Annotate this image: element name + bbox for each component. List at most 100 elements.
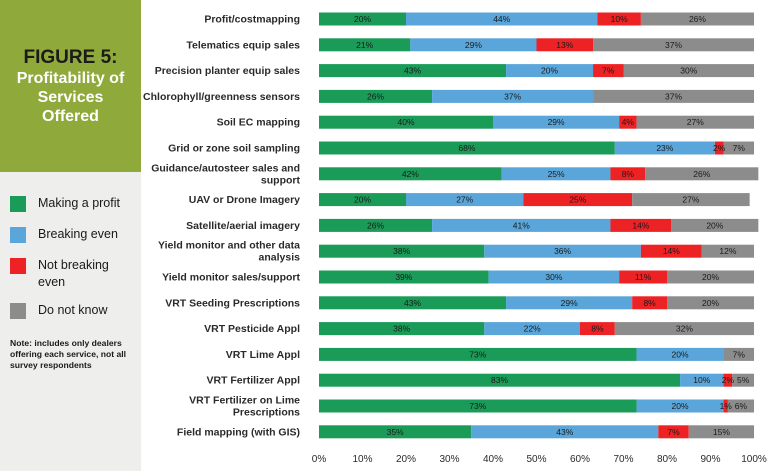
bar-segment (319, 12, 406, 26)
category-label: Yield monitor sales/support (162, 272, 300, 284)
data-label: 20% (541, 66, 558, 76)
bar-segment (406, 193, 524, 207)
data-label: 21% (356, 40, 373, 50)
bar-segment (319, 244, 485, 258)
bar-segment (319, 193, 406, 207)
bar-segment (680, 373, 724, 387)
figure-title: Profitability of Services Offered (16, 69, 125, 125)
category-label: support (261, 174, 301, 186)
bar-segment (714, 141, 724, 155)
data-label: 20% (354, 195, 371, 205)
bars (319, 12, 759, 439)
data-label: 38% (393, 246, 410, 256)
x-tick-label: 50% (526, 454, 546, 465)
category-label: Yield monitor and other data (158, 240, 300, 252)
bar-segment (640, 12, 754, 26)
bar-segment (319, 322, 485, 336)
data-label: 26% (693, 169, 710, 179)
data-label: 25% (569, 195, 586, 205)
bar-segment (614, 141, 715, 155)
data-label: 20% (354, 14, 371, 24)
bar-segment (406, 12, 598, 26)
legend-item-breaking-even: Breaking even (10, 226, 138, 243)
data-label: 7% (667, 427, 680, 437)
bar-segment (319, 64, 507, 78)
data-label: 37% (504, 91, 521, 101)
data-label: 20% (702, 272, 719, 282)
bar-segment (723, 373, 733, 387)
bar-segment (671, 218, 759, 232)
data-label: 43% (556, 427, 573, 437)
bar-segment (619, 270, 667, 284)
bar-segment (640, 244, 702, 258)
data-label: 20% (672, 401, 689, 411)
data-label: 29% (465, 40, 482, 50)
bar-segment (493, 115, 620, 129)
data-label: 13% (556, 40, 573, 50)
data-label: 10% (693, 375, 710, 385)
x-tick-label: 60% (570, 454, 590, 465)
x-tick-label: 80% (657, 454, 677, 465)
figure-label: FIGURE 5: (23, 46, 118, 68)
x-axis-ticks: 0% 10% 20% 30% 40% 50% 60% 70% 80% 90% 100% (312, 454, 767, 465)
data-label: 6% (735, 401, 748, 411)
bar-segment (319, 347, 637, 361)
bar-segment (319, 270, 489, 284)
category-label: Field mapping (with GIS) (177, 426, 300, 438)
data-label: 4% (622, 117, 635, 127)
data-label: 41% (513, 220, 530, 230)
category-label: VRT Lime Appl (226, 349, 300, 361)
data-label: 2% (713, 143, 726, 153)
bar-segment (580, 322, 615, 336)
bar-segment (536, 38, 594, 52)
stacked-bar-chart: Profit/costmapping Telematics equip sales… (143, 12, 767, 465)
data-label: 43% (404, 66, 421, 76)
data-label: 29% (548, 117, 565, 127)
figure-header: FIGURE 5: Profitability of Services Offe… (0, 0, 141, 172)
bar-segment (667, 270, 754, 284)
category-labels: Profit/costmapping Telematics equip sales… (143, 14, 300, 439)
left-panel: FIGURE 5: Profitability of Services Offe… (0, 0, 141, 471)
category-label: Precision planter equip sales (155, 65, 300, 77)
data-label: 5% (737, 375, 750, 385)
data-label: 32% (676, 324, 693, 334)
data-label: 73% (469, 401, 486, 411)
data-label: 26% (689, 14, 706, 24)
x-tick-label: 20% (396, 454, 416, 465)
data-label: 20% (672, 349, 689, 359)
bar-segment (523, 193, 633, 207)
data-label: 15% (713, 427, 730, 437)
category-label: VRT Fertilizer on Lime (189, 395, 300, 407)
bar-segment (484, 244, 641, 258)
category-label: UAV or Drone Imagery (189, 194, 300, 206)
legend-label: Breaking even (38, 227, 118, 241)
bar-segment (688, 425, 754, 439)
bar-segment (471, 425, 659, 439)
data-label: 7% (602, 66, 615, 76)
data-label: 20% (706, 220, 723, 230)
x-tick-label: 100% (741, 454, 767, 465)
x-tick-label: 70% (613, 454, 633, 465)
category-label: VRT Seeding Prescriptions (165, 297, 300, 309)
bar-segment (723, 399, 728, 413)
data-label: 14% (663, 246, 680, 256)
category-label: Telematics equip sales (186, 39, 300, 51)
category-label: VRT Pesticide Appl (204, 323, 300, 335)
bar-segment (319, 296, 507, 310)
bar-segment (667, 296, 754, 310)
data-label: 37% (665, 91, 682, 101)
data-label: 30% (680, 66, 697, 76)
data-label: 30% (545, 272, 562, 282)
bar-segment (636, 399, 724, 413)
bar-segment (319, 218, 433, 232)
bar-segment (636, 347, 724, 361)
bar-segment (319, 115, 493, 129)
data-label: 20% (702, 298, 719, 308)
data-label: 38% (393, 324, 410, 334)
bar-segment (632, 193, 750, 207)
legend-swatch (10, 196, 26, 212)
data-label: 29% (561, 298, 578, 308)
bar-segment (319, 373, 681, 387)
legend-item-do-not-know: Do not know (10, 302, 138, 319)
bar-segment (432, 218, 611, 232)
